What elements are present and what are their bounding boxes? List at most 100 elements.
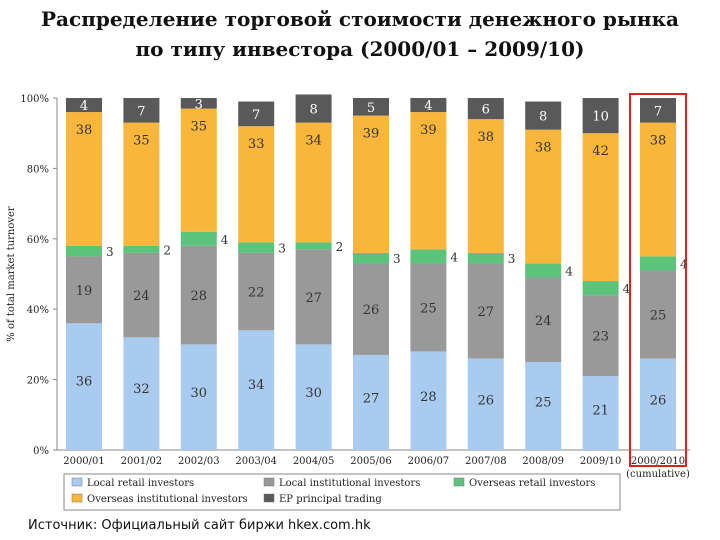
- legend-swatch: [453, 477, 465, 487]
- bar-segment: [123, 98, 160, 123]
- data-label: 27: [305, 291, 322, 306]
- bar-segment: [525, 129, 562, 264]
- x-tick-label: 2007/08: [465, 456, 507, 467]
- bar-segment: [410, 263, 447, 352]
- data-label: 39: [420, 123, 437, 138]
- bar-segment: [410, 112, 447, 250]
- bar-segment: [180, 245, 217, 345]
- x-tick-label: 2000/01: [63, 456, 105, 467]
- data-label: 4: [680, 257, 688, 271]
- data-label: 25: [420, 301, 437, 316]
- bar-segment: [295, 94, 332, 123]
- data-label: 39: [363, 127, 380, 142]
- data-label: 8: [309, 103, 317, 118]
- bar-segment: [295, 242, 332, 250]
- bar-segment: [66, 98, 102, 113]
- data-label: 38: [535, 141, 552, 156]
- bar-segment: [640, 98, 676, 123]
- x-tick-label: 2009/10: [580, 456, 622, 467]
- data-label: 26: [363, 303, 380, 318]
- bar-segment: [582, 133, 619, 282]
- data-label: 3: [195, 97, 203, 112]
- bar-segment: [180, 108, 217, 232]
- bar-segment: [582, 98, 619, 134]
- bar-segment: [295, 249, 332, 345]
- x-tick-label: 2003/04: [235, 456, 277, 467]
- data-label: 4: [450, 250, 458, 264]
- x-tick-label: 2000/2010: [631, 456, 685, 467]
- bar-segment: [295, 122, 332, 243]
- bar-segment: [640, 122, 676, 257]
- data-label: 35: [133, 134, 150, 149]
- bar-segment: [467, 119, 504, 253]
- data-label: 10: [592, 110, 609, 125]
- data-label: 28: [420, 390, 437, 405]
- data-label: 28: [191, 289, 208, 304]
- bar-segment: [353, 263, 389, 355]
- data-label: 19: [76, 284, 93, 299]
- legend-swatch: [263, 493, 275, 503]
- data-label: 34: [305, 134, 322, 149]
- data-label: 4: [221, 233, 229, 247]
- bar-segment: [582, 295, 619, 377]
- data-label: 4: [80, 99, 88, 114]
- bar-segment: [582, 281, 619, 296]
- data-label: 25: [535, 396, 552, 411]
- y-tick-label: 20%: [27, 376, 49, 387]
- highlight-box: [629, 93, 687, 467]
- title-line-2: по типу инвестора (2000/01 – 2009/10): [135, 37, 585, 61]
- data-label: 27: [363, 392, 380, 407]
- y-tick-label: 100%: [20, 94, 49, 105]
- data-label: 26: [650, 394, 667, 409]
- bar-segment: [467, 263, 504, 359]
- data-label: 30: [191, 386, 208, 401]
- bar-segment: [123, 337, 160, 450]
- data-label: 2: [163, 243, 171, 257]
- bar-segment: [123, 252, 160, 338]
- legend-label: EP principal trading: [279, 494, 382, 505]
- data-label: 35: [191, 120, 208, 135]
- bar-segment: [410, 249, 447, 264]
- data-label: 22: [248, 286, 265, 301]
- data-label: 27: [478, 305, 495, 320]
- data-label: 32: [133, 382, 150, 397]
- bar-segment: [238, 101, 275, 127]
- data-label: 21: [592, 403, 609, 418]
- bar-segment: [353, 98, 389, 116]
- bar-segment: [467, 358, 504, 450]
- bar-segment: [180, 98, 217, 109]
- data-label: 7: [252, 108, 260, 123]
- bar-segment: [525, 263, 562, 278]
- data-label: 38: [76, 123, 93, 138]
- data-label: 42: [592, 144, 609, 159]
- legend-label: Overseas retail investors: [469, 478, 595, 489]
- data-label: 25: [650, 308, 667, 323]
- data-label: 3: [508, 252, 516, 266]
- data-label: 8: [539, 110, 547, 125]
- legend-label: Overseas institutional investors: [87, 494, 248, 505]
- data-label: 38: [478, 130, 495, 145]
- bar-segment: [640, 256, 676, 271]
- data-label: 6: [482, 103, 490, 118]
- y-tick-label: 0%: [33, 446, 49, 457]
- data-label: 36: [76, 374, 93, 389]
- data-label: 4: [424, 99, 432, 114]
- data-label: 23: [592, 330, 609, 345]
- legend-swatch: [263, 477, 275, 487]
- bar-segment: [640, 270, 676, 359]
- data-label: 4: [623, 282, 631, 296]
- data-label: 38: [650, 134, 667, 149]
- x-tick-label: 2005/06: [350, 456, 392, 467]
- data-label: 24: [535, 314, 552, 329]
- bar-segment: [66, 245, 102, 257]
- bar-segment: [180, 231, 217, 246]
- legend-label: Local institutional investors: [279, 478, 420, 489]
- legend-box: [63, 473, 621, 511]
- y-tick-label: 80%: [27, 164, 49, 175]
- bar-segment: [467, 98, 504, 120]
- y-tick-label: 40%: [27, 305, 49, 316]
- data-label: 4: [565, 264, 573, 278]
- bar-segment: [410, 351, 447, 450]
- x-tick-label: 2001/02: [121, 456, 163, 467]
